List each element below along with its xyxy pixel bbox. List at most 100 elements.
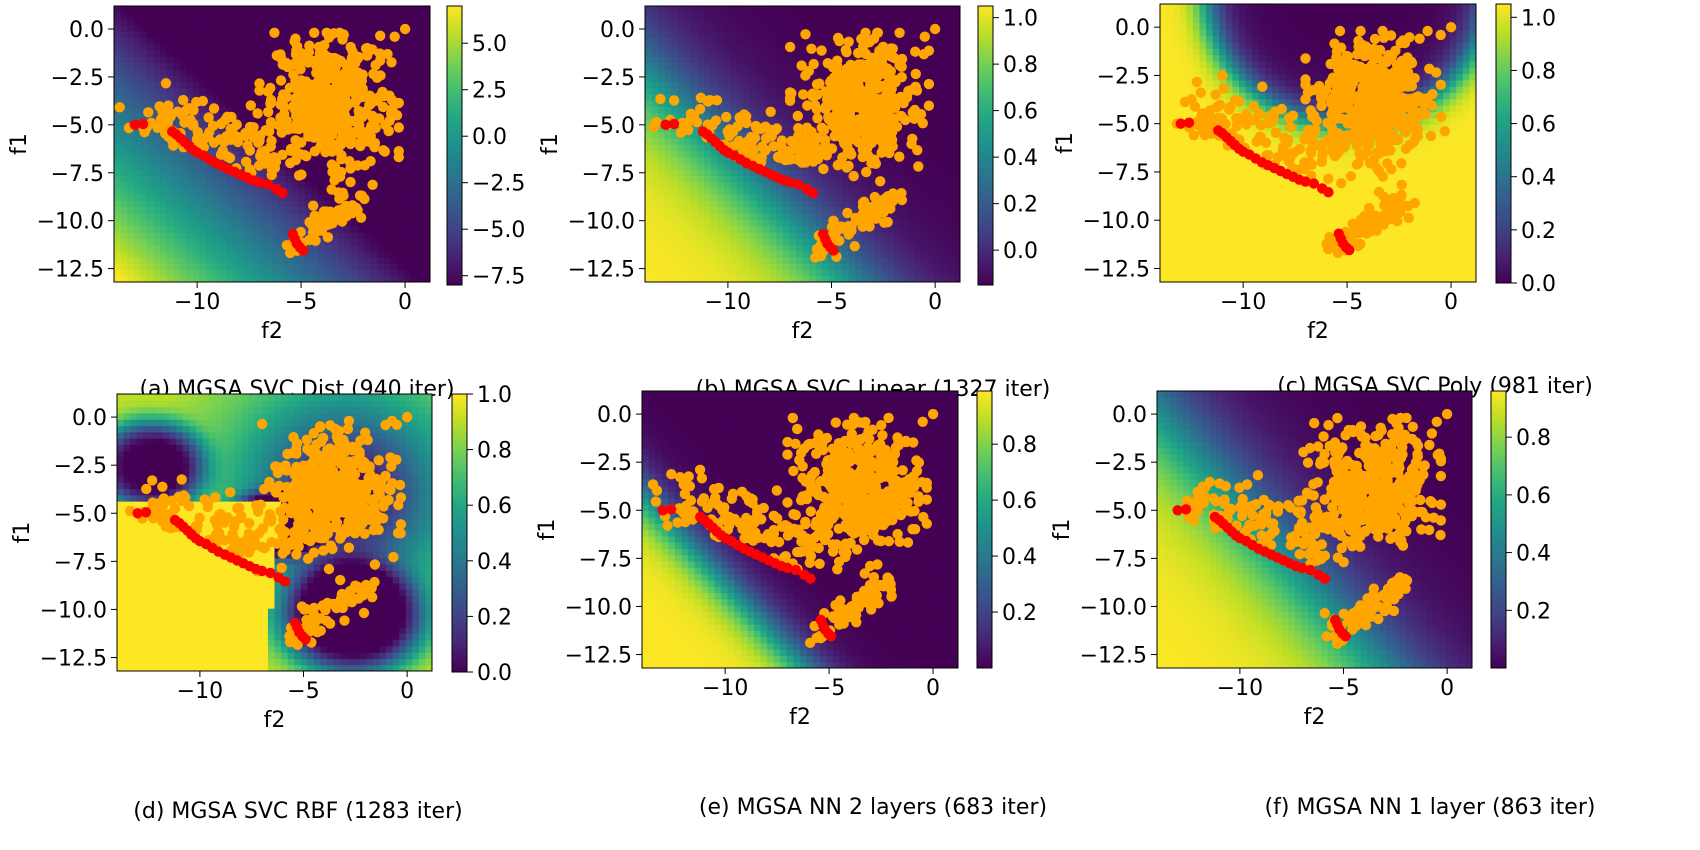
- heatmap-cell: [835, 213, 843, 220]
- heatmap-cell: [331, 12, 339, 20]
- heatmap-cell: [710, 269, 718, 277]
- heatmap-cell: [776, 225, 784, 233]
- sample-point: [301, 49, 313, 60]
- heatmap-cell: [410, 100, 418, 107]
- heatmap-cell: [186, 219, 194, 227]
- heatmap-cell: [166, 219, 174, 227]
- heatmap-cell: [423, 244, 430, 252]
- heatmap-cell: [651, 150, 659, 158]
- heatmap-cell: [146, 131, 155, 139]
- heatmap-cell: [364, 12, 372, 20]
- heatmap-cell: [140, 6, 148, 13]
- heatmap-cell: [383, 169, 392, 176]
- heatmap-cell: [848, 275, 856, 282]
- heatmap-cell: [311, 169, 319, 176]
- heatmap-cell: [146, 137, 155, 145]
- heatmap-cell: [868, 269, 876, 277]
- heatmap-cell: [822, 200, 830, 208]
- heatmap-cell: [795, 37, 804, 45]
- heatmap-cell: [377, 187, 385, 195]
- heatmap-cell: [114, 18, 122, 26]
- heatmap-cell: [383, 6, 392, 13]
- heatmap-cell: [697, 43, 705, 51]
- heatmap-cell: [723, 93, 731, 101]
- heatmap-cell: [245, 18, 253, 26]
- heatmap-cell: [153, 31, 161, 38]
- heatmap-cell: [940, 37, 948, 45]
- heatmap-cell: [769, 150, 777, 158]
- heatmap-cell: [199, 62, 207, 70]
- heatmap-cell: [370, 269, 378, 277]
- heatmap-cell: [736, 263, 745, 271]
- heatmap-cell: [186, 156, 194, 164]
- heatmap-cell: [258, 250, 267, 258]
- heatmap-cell: [763, 6, 771, 13]
- heatmap-cell: [736, 250, 745, 258]
- heatmap-cell: [946, 169, 955, 176]
- y-tick-label: −10.0: [37, 210, 104, 235]
- heatmap-cell: [763, 162, 771, 170]
- heatmap-cell: [377, 81, 385, 89]
- heatmap-cell: [743, 24, 751, 32]
- heatmap-cell: [166, 68, 174, 76]
- heatmap-cell: [887, 256, 895, 264]
- heatmap-cell: [946, 206, 955, 214]
- heatmap-cell: [146, 200, 155, 208]
- heatmap-cell: [120, 231, 128, 239]
- heatmap-cell: [828, 169, 836, 176]
- heatmap-cell: [153, 137, 161, 145]
- heatmap-cell: [828, 206, 836, 214]
- heatmap-cell: [927, 137, 935, 145]
- heatmap-cell: [272, 194, 280, 202]
- heatmap-cell: [677, 219, 685, 227]
- heatmap-cell: [114, 275, 122, 282]
- heatmap-cell: [730, 162, 738, 170]
- heatmap-cell: [645, 75, 653, 82]
- heatmap-cell: [239, 100, 247, 107]
- heatmap-cell: [120, 56, 128, 64]
- heatmap-cell: [245, 87, 253, 95]
- sample-point: [232, 136, 244, 148]
- heatmap-cell: [671, 62, 679, 70]
- heatmap-cell: [278, 43, 286, 51]
- heatmap-cell: [769, 213, 777, 220]
- heatmap-cell: [278, 275, 286, 282]
- heatmap-cell: [410, 131, 418, 139]
- heatmap-cell: [664, 131, 672, 139]
- heatmap-cell: [756, 56, 764, 64]
- heatmap-cell: [933, 156, 941, 164]
- heatmap-cell: [383, 162, 392, 170]
- heatmap-cell: [219, 12, 227, 20]
- heatmap-cell: [697, 187, 705, 195]
- heatmap-cell: [410, 49, 418, 57]
- heatmap-cell: [232, 244, 240, 252]
- heatmap-cell: [795, 213, 804, 220]
- heatmap-cell: [304, 194, 313, 202]
- heatmap-cell: [750, 87, 758, 95]
- heatmap-cell: [344, 263, 352, 271]
- heatmap-cell: [645, 187, 653, 195]
- heatmap-cell: [769, 275, 777, 282]
- heatmap-cell: [265, 213, 273, 220]
- heatmap-cell: [677, 269, 685, 277]
- heatmap-cell: [894, 87, 902, 95]
- heatmap-cell: [133, 275, 141, 282]
- heatmap-cell: [710, 169, 718, 176]
- heatmap-cell: [809, 269, 817, 277]
- heatmap-cell: [219, 100, 227, 107]
- heatmap-cell: [881, 37, 889, 45]
- sample-point: [222, 151, 233, 162]
- heatmap-cell: [390, 75, 398, 82]
- heatmap-cell: [397, 219, 405, 227]
- heatmap-cell: [946, 6, 955, 13]
- heatmap-cell: [743, 263, 751, 271]
- heatmap-cell: [743, 37, 751, 45]
- heatmap-cell: [331, 275, 339, 282]
- heatmap-cell: [861, 12, 869, 20]
- heatmap-cell: [684, 68, 692, 76]
- heatmap-cell: [782, 231, 790, 239]
- heatmap-cell: [252, 93, 260, 101]
- heatmap-cell: [730, 169, 738, 176]
- sample-point: [244, 145, 256, 156]
- heatmap-cell: [946, 156, 955, 164]
